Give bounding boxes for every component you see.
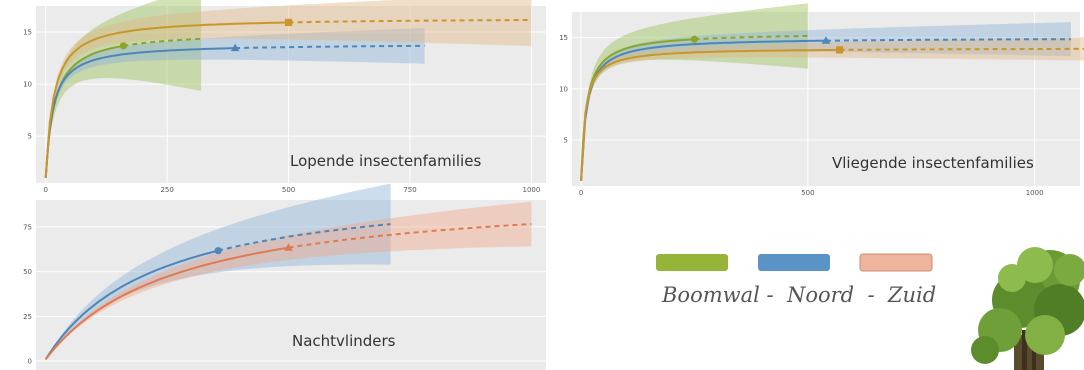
panel-nachtvlinders: 0 25 50 75 Nachtvlinders [23,183,546,370]
extrapolated-line-boomwal [694,34,808,41]
extrapolated-line-zuid [288,223,532,249]
ci-ribbon-boomwal [581,3,808,181]
legend-swatch-zuid [859,253,933,272]
y-tick-label: 15 [559,34,568,42]
ci-ribbon-zuid [45,201,532,360]
interpolated-line-noord [44,47,236,178]
observed-point-zuid [284,18,293,27]
extrapolated-line-noord [825,38,1071,42]
interpolated-line-noord [44,249,219,360]
observed-point-boomwal [690,35,699,43]
extrapolated-line-noord [235,44,425,50]
ci-ribbon-zuid [45,0,532,178]
y-tick-label: 50 [23,268,32,276]
y-tick-label: 75 [23,223,32,231]
x-tick-label: 750 [403,186,416,194]
chart-title-vliegend: Vliegende insectenfamilies [832,154,1034,172]
observed-point-noord [821,36,831,44]
ci-ribbon-noord [45,183,391,360]
ci-ribbon-zuid [581,37,1084,181]
observed-point-zuid [836,46,844,54]
y-tick-label: 10 [23,81,32,89]
interpolated-line-boomwal [580,38,695,181]
x-tick-label: 1000 [523,186,541,194]
y-tick-label: 10 [559,85,568,93]
panel-vliegende-insectenfamilies: 0 500 1000 5 10 15 Vliegende insectenfamilies [559,3,1084,197]
x-tick-label: 1000 [1026,189,1044,197]
panel-lopende-insectenfamilies: 0 250 500 750 1000 5 10 15 Lopende insectenfami… [23,0,546,194]
observed-point-zuid [284,243,293,251]
x-tick-label: 500 [282,186,295,194]
x-tick-label: 0 [579,189,583,197]
y-tick-label: 25 [23,313,32,321]
interpolated-line-zuid [44,246,289,360]
x-tick-label: 0 [43,186,47,194]
chart-title-nacht: Nachtvlinders [292,332,396,350]
extrapolated-line-boomwal [123,37,202,47]
interpolated-line-zuid [580,48,840,181]
extrapolated-line-zuid [839,47,1084,51]
chart-title-lopend: Lopende insectenfamilies [290,152,481,170]
legend [656,253,933,272]
y-tick-label: 15 [23,29,32,37]
plot-background [36,6,546,183]
interpolated-line-noord [580,39,827,181]
legend-label: Boomwal - Noord - Zuid [662,283,937,307]
x-tick-label: 250 [160,186,173,194]
extrapolated-line-noord [217,223,391,252]
ci-ribbon-noord [45,28,425,178]
y-tick-label: 5 [28,133,32,141]
observed-point-boomwal [119,42,128,50]
legend-swatch-boomwal [656,254,728,271]
y-tick-label: 0 [28,358,32,366]
legend-swatch-noord [758,254,830,271]
x-tick-label: 500 [801,189,814,197]
observed-point-noord [230,43,240,52]
extrapolated-line-zuid [288,19,532,24]
y-tick-label: 5 [564,136,568,144]
observed-point-noord [214,247,222,255]
tree-illustration [971,247,1084,370]
ci-ribbon-noord [581,22,1071,181]
interpolated-line-zuid [44,21,289,178]
